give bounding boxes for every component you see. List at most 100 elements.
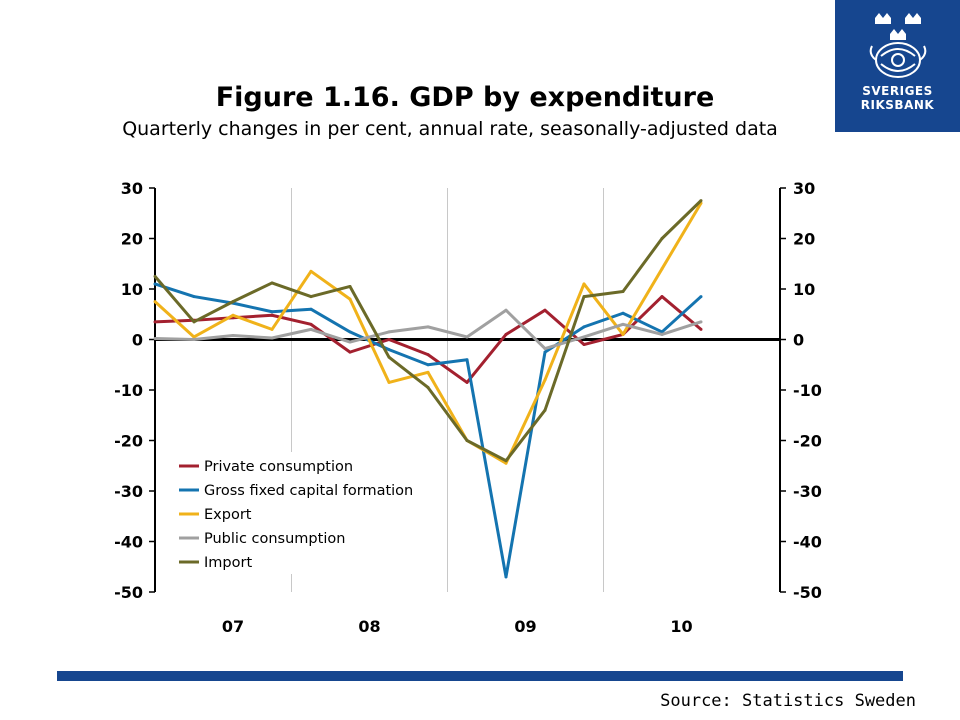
data-point	[231, 333, 235, 337]
y-tick-label-left: -40	[114, 533, 143, 552]
data-point	[309, 327, 313, 331]
y-tick-label-right: 30	[793, 179, 815, 198]
data-point	[543, 350, 547, 354]
data-point	[426, 363, 430, 367]
data-point	[621, 332, 625, 336]
legend-label: Private consumption	[204, 459, 353, 475]
data-point	[621, 311, 625, 315]
legend-label: Public consumption	[204, 531, 345, 547]
data-point	[387, 380, 391, 384]
data-point	[699, 295, 703, 299]
data-point	[309, 307, 313, 311]
x-tick-label: 07	[222, 617, 244, 636]
data-point	[270, 310, 274, 314]
bottom-rule	[57, 671, 903, 681]
data-point	[582, 335, 586, 339]
y-tick-label-right: 20	[793, 230, 815, 249]
data-point	[660, 332, 664, 336]
y-tick-label-left: -10	[114, 381, 143, 400]
data-point	[543, 378, 547, 382]
data-point	[426, 385, 430, 389]
data-point	[231, 313, 235, 317]
logo-line1: SVERIGES	[862, 84, 933, 98]
data-point	[582, 295, 586, 299]
y-tick-label-left: -50	[114, 583, 143, 602]
x-tick-label: 08	[358, 617, 380, 636]
data-point	[387, 338, 391, 341]
y-tick-label-right: -10	[793, 381, 822, 400]
data-point	[543, 308, 547, 312]
data-point	[465, 439, 469, 442]
data-point	[504, 459, 508, 463]
data-point	[504, 461, 508, 465]
data-point	[582, 325, 586, 329]
y-tick-label-right: -30	[793, 482, 822, 501]
y-tick-label-right: -50	[793, 583, 822, 602]
data-point	[231, 300, 235, 304]
data-point	[465, 358, 469, 362]
data-point	[699, 327, 703, 331]
data-point	[270, 281, 274, 285]
legend-box	[170, 452, 440, 574]
data-point	[504, 308, 508, 312]
riksbank-logo: SVERIGES RIKSBANK	[835, 0, 960, 132]
data-point	[699, 199, 703, 203]
y-tick-label-right: 10	[793, 280, 815, 299]
data-point	[153, 336, 157, 340]
data-point	[348, 330, 352, 334]
y-tick-label-left: 10	[121, 280, 143, 299]
data-point	[192, 335, 196, 339]
data-point	[543, 347, 547, 351]
legend-label: Export	[204, 507, 252, 523]
data-point	[387, 330, 391, 334]
data-point	[465, 335, 469, 339]
data-point	[582, 343, 586, 347]
y-tick-label-right: -20	[793, 432, 822, 451]
data-point	[153, 274, 157, 278]
data-point	[348, 284, 352, 288]
data-point	[270, 327, 274, 331]
y-tick-label-right: -40	[793, 533, 822, 552]
data-point	[660, 237, 664, 240]
data-point	[660, 267, 664, 271]
data-point	[270, 313, 274, 317]
legend-label: Gross fixed capital formation	[204, 483, 413, 499]
logo-line2: RIKSBANK	[860, 98, 935, 112]
data-point	[270, 336, 274, 340]
data-point	[192, 320, 196, 324]
data-point	[465, 380, 469, 384]
x-tick-label: 10	[670, 617, 692, 636]
data-point	[309, 269, 313, 273]
chart-subtitle: Quarterly changes in per cent, annual ra…	[122, 118, 778, 140]
series-line-2	[153, 202, 703, 465]
data-point	[192, 338, 196, 341]
x-tick-label: 09	[514, 617, 536, 636]
data-point	[426, 370, 430, 374]
data-point	[348, 350, 352, 354]
data-point	[426, 325, 430, 329]
source-note: Source: Statistics Sweden	[660, 691, 916, 711]
data-point	[309, 295, 313, 299]
y-tick-label-left: 20	[121, 230, 143, 249]
legend-label: Import	[204, 555, 252, 571]
data-point	[387, 348, 391, 352]
data-point	[504, 332, 508, 336]
data-point	[153, 282, 157, 286]
data-point	[153, 300, 157, 304]
data-point	[582, 282, 586, 286]
data-point	[543, 408, 547, 412]
chart-title: Figure 1.16. GDP by expenditure	[215, 82, 715, 113]
data-point	[348, 340, 352, 344]
crown-seal-icon	[869, 13, 926, 78]
data-point	[387, 355, 391, 359]
y-tick-label-left: 30	[121, 179, 143, 198]
y-tick-label-left: -20	[114, 432, 143, 451]
data-point	[621, 322, 625, 326]
data-point	[660, 295, 664, 299]
y-tick-label-left: 0	[132, 331, 143, 350]
data-point	[309, 322, 313, 326]
data-point	[504, 575, 508, 579]
data-point	[348, 297, 352, 301]
data-point	[426, 353, 430, 357]
